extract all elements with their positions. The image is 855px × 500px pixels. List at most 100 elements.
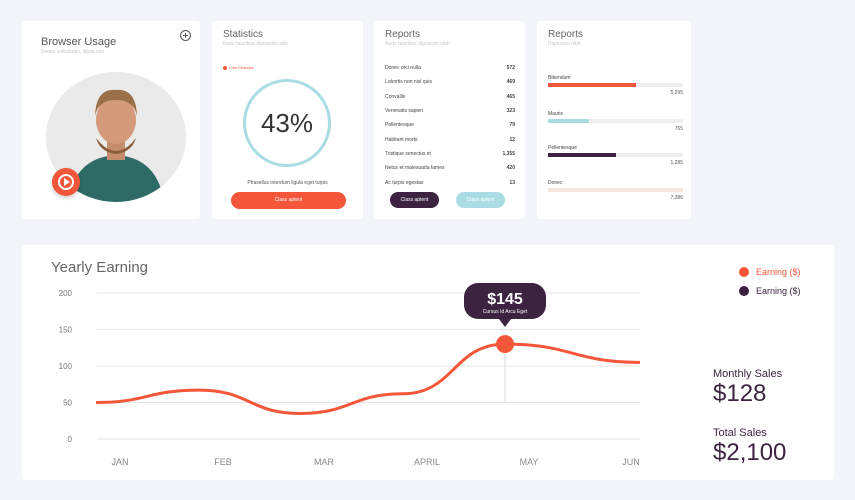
earning-chart: 0 50 100 150 200 JAN FEB MAR APRIL MAY JUN $145Curs… — [59, 283, 641, 467]
legend: Chis Pharetra — [223, 65, 253, 70]
class-aptent-button-primary[interactable]: Class aptent — [390, 192, 439, 208]
avatar — [46, 72, 186, 202]
y-tick-label: 100 — [59, 362, 73, 371]
row-label: Tristique senectus et — [385, 150, 431, 157]
row-value: 465 — [506, 93, 515, 100]
legend-label: Earning ($) — [756, 267, 801, 277]
yearly-earning-card: 0 50 100 150 200 JAN FEB MAR APRIL MAY JUN $145 Curs… — [22, 245, 834, 480]
row-label: Ac turpis egestas — [385, 179, 424, 186]
bar-value: 5,295 — [670, 90, 683, 96]
x-tick-label: APRIL — [414, 457, 440, 467]
progress-bar — [548, 153, 683, 157]
browser-usage-card: Browser Usage Donec sollicitudin, ligula… — [22, 21, 200, 219]
card-title: Statistics — [223, 29, 264, 40]
list-item: Netus et malesuada fames 420 — [385, 161, 515, 175]
play-button[interactable] — [52, 168, 80, 196]
bar-label: Donec — [548, 180, 563, 186]
progress-bar — [548, 83, 683, 87]
statistics-card: Statistics Nunc faucibus dignissim nibh … — [212, 21, 363, 219]
list-item: Convallis 465 — [385, 90, 515, 104]
progress-bar — [548, 188, 683, 192]
list-item: Venenatis sapien 323 — [385, 104, 515, 118]
tooltip-caption: Cursus Id Arcu Eget — [483, 309, 528, 315]
monthly-sales-value: $128 — [713, 380, 767, 407]
row-label: Netus et malesuada fames — [385, 165, 445, 172]
tooltip-value: $145 — [487, 291, 523, 308]
row-label: Lobortis non nisl quis — [385, 79, 432, 86]
list-item: Lobortis non nisl quis 469 — [385, 75, 515, 89]
list-item: Habitant morbi 12 — [385, 132, 515, 146]
card-title: Reports — [385, 29, 421, 40]
monthly-sales-label: Monthly Sales — [713, 368, 783, 380]
tooltip-box — [464, 283, 546, 319]
card-title: Reports — [548, 29, 584, 40]
x-tick-label: JUN — [622, 457, 640, 467]
add-icon[interactable] — [180, 30, 191, 41]
card-title: Browser Usage — [41, 36, 117, 48]
progress-ring — [243, 79, 331, 167]
bar-label: Pellentesque — [548, 145, 577, 151]
reports-list: Donec orci nulla 572 Lobortis non nisl qu… — [385, 61, 515, 190]
x-tick-label: MAY — [520, 457, 539, 467]
legend-dot-icon — [223, 65, 227, 70]
row-label: Donec orci nulla — [385, 65, 421, 72]
row-label: Pellentesque — [385, 122, 414, 129]
total-sales-value: $2,100 — [713, 439, 787, 466]
total-sales-label: Total Sales — [713, 427, 767, 439]
list-item: Tristique senectus et 1,355 — [385, 147, 515, 161]
row-label: Convallis — [385, 93, 406, 100]
row-value: 12 — [509, 136, 515, 143]
highlight-point — [496, 335, 514, 354]
list-item: Donec orci nulla 572 — [385, 61, 515, 75]
y-tick-label: 50 — [63, 399, 72, 408]
reports-bars-card: Reports Dignissim nibh Bibendum 5,295 Ma… — [537, 21, 691, 219]
legend-label: Earning ($) — [756, 286, 801, 296]
list-item: Pellentesque 79 — [385, 118, 515, 132]
y-tick-label: 0 — [68, 435, 73, 444]
bar-value: 1,285 — [670, 160, 683, 166]
y-tick-label: 150 — [59, 326, 73, 335]
legend-dot-icon — [739, 286, 749, 296]
legend-label: Chis Pharetra — [229, 65, 254, 70]
bar-fill — [548, 153, 616, 157]
row-value: 469 — [506, 79, 515, 86]
stat-caption: Phasellus interdum ligula eget turpis — [247, 180, 328, 186]
row-value: 572 — [506, 65, 515, 72]
row-label: Venenatis sapien — [385, 108, 424, 115]
row-value: 420 — [506, 165, 515, 172]
row-value: 323 — [506, 108, 515, 115]
legend-item: Earning ($) — [739, 267, 801, 277]
bar-item: Donec 7,386 — [548, 180, 683, 201]
percent-value: 43% — [260, 108, 314, 138]
bar-value: 765 — [674, 126, 683, 132]
bar-label: Mauris — [548, 111, 564, 117]
row-value: 13 — [509, 179, 515, 186]
chart-title: Yearly Earning — [51, 259, 149, 276]
x-tick-label: MAR — [314, 457, 335, 467]
bar-label: Bibendum — [548, 75, 571, 81]
row-value: 79 — [509, 122, 515, 129]
legend-dot-icon — [739, 267, 749, 277]
reports-list-card: Reports Nunc faucibus dignissim nibh Don… — [374, 21, 525, 219]
x-tick-label: FEB — [214, 457, 232, 467]
row-label: Habitant morbi — [385, 136, 418, 143]
bar-fill — [548, 119, 589, 123]
progress-bar — [548, 119, 683, 123]
bar-fill — [548, 83, 636, 87]
class-aptent-button[interactable]: Class aptent — [231, 192, 346, 209]
earning-line — [95, 342, 641, 415]
list-item: Ac turpis egestas 13 — [385, 175, 515, 189]
class-aptent-button-secondary[interactable]: Class aptent — [456, 192, 505, 208]
card-subtitle: Nunc faucibus dignissim nibh — [223, 41, 288, 47]
card-subtitle: Dignissim nibh — [548, 41, 581, 47]
row-value: 1,355 — [502, 150, 515, 157]
bar-item: Pellentesque 1,285 — [548, 145, 683, 166]
legend-item: Earning ($) — [739, 286, 801, 296]
card-subtitle: Donec sollicitudin, ligula non — [41, 49, 105, 55]
bar-value: 7,386 — [670, 195, 683, 201]
tooltip-pointer — [499, 319, 511, 327]
bar-item: Bibendum 5,295 — [548, 75, 683, 96]
card-subtitle: Nunc faucibus dignissim nibh — [385, 41, 450, 47]
bar-item: Mauris 765 — [548, 111, 683, 132]
y-tick-label: 200 — [59, 289, 73, 298]
